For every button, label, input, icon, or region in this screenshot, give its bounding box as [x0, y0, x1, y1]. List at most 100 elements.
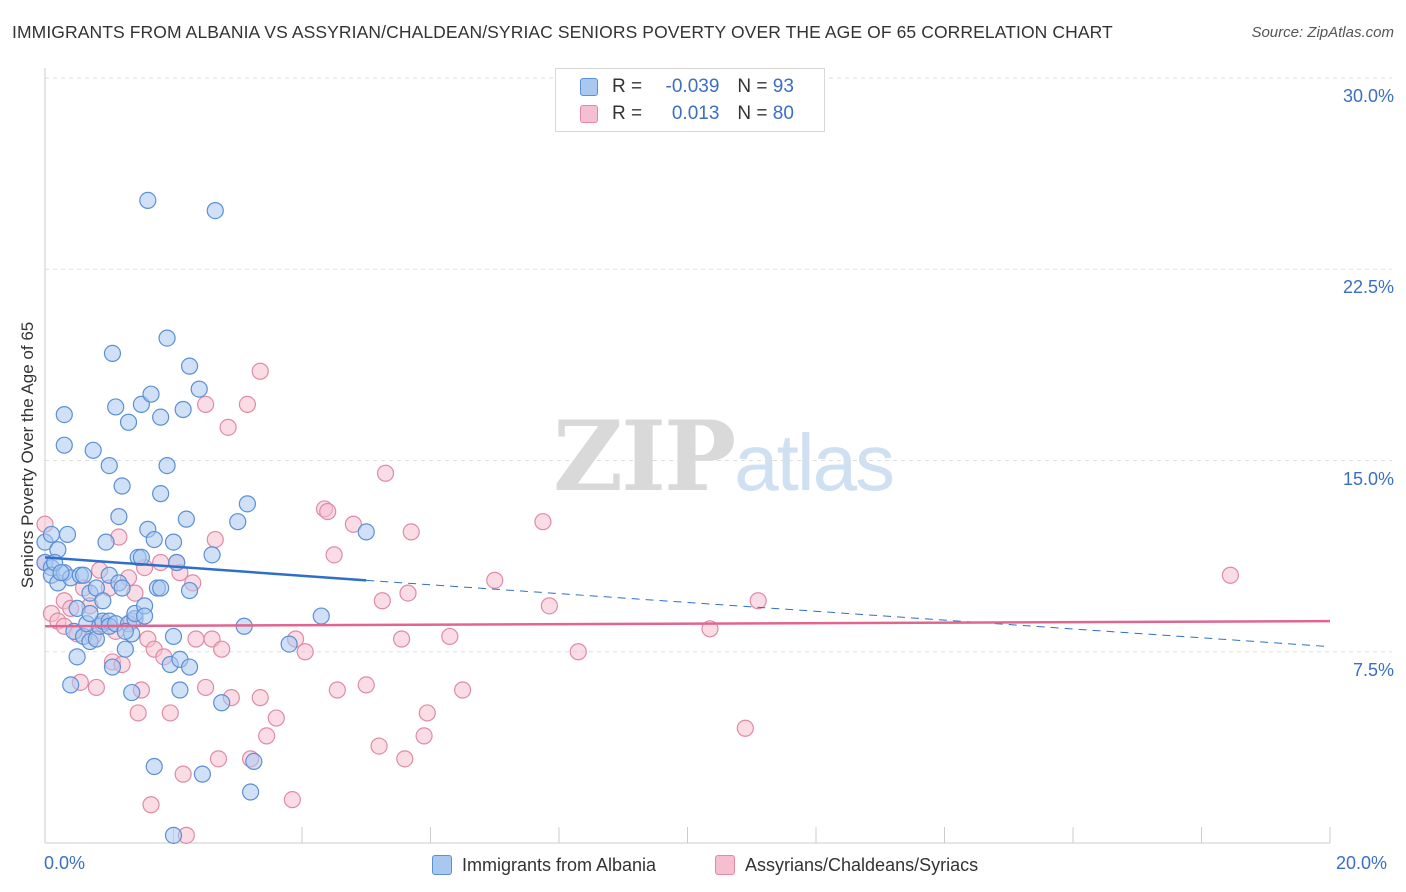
assyrians-point	[373, 592, 391, 610]
albania-point	[74, 566, 93, 584]
albania-point	[81, 604, 99, 623]
legend-n-label: N =	[737, 103, 768, 124]
albania-point	[42, 525, 61, 544]
assyrians-point	[251, 362, 269, 380]
legend-r-label: R =	[612, 76, 643, 97]
assyrians-point	[219, 418, 237, 436]
assyrians-point	[319, 502, 337, 521]
assyrians-point	[749, 592, 767, 610]
albania-point	[58, 525, 77, 544]
y-tick-label: 22.5%	[1342, 277, 1394, 298]
source-label[interactable]: Source: ZipAtlas.com	[1251, 24, 1394, 41]
x-tick-label-min: 0.0%	[44, 853, 86, 873]
assyrians-point	[283, 791, 301, 809]
chart-title: IMMIGRANTS FROM ALBANIA VS ASSYRIAN/CHAL…	[12, 22, 1113, 42]
bottom-legend-label: Assyrians/Chaldeans/Syriacs	[745, 854, 979, 875]
assyrians-point	[267, 709, 285, 727]
y-tick-label: 7.5%	[1352, 659, 1394, 680]
bottom-legend-albania[interactable]: Immigrants from Albania	[432, 851, 656, 879]
albania-point	[171, 681, 189, 699]
assyrians-point	[142, 796, 160, 814]
assyrians-point	[174, 765, 192, 783]
watermark: ZIPatlas	[553, 400, 895, 513]
albania-point	[152, 485, 170, 503]
bottom-legend-assyrians[interactable]: Assyrians/Chaldeans/Syriacs	[715, 851, 978, 879]
albania-point	[164, 826, 183, 844]
assyrians-point	[1221, 566, 1240, 584]
x-tick-label-max: 20.0%	[1336, 853, 1388, 873]
assyrians-point	[396, 750, 414, 768]
assyrians-point	[540, 597, 558, 615]
albania-trend-extension	[366, 579, 1331, 648]
albania-point	[245, 752, 263, 771]
albania-point	[135, 607, 154, 625]
albania-point	[190, 380, 208, 398]
assyrians-point	[399, 584, 417, 602]
series-assyrians-points	[36, 362, 1240, 844]
albania-point	[357, 523, 375, 541]
albania-point	[107, 398, 125, 416]
albania-point	[152, 408, 170, 426]
albania-point	[152, 579, 170, 597]
legend-r-value: 0.013	[671, 103, 720, 124]
albania-point	[193, 765, 212, 783]
series-albania-points	[36, 191, 375, 844]
albania-point	[100, 457, 118, 475]
albania-point	[123, 683, 141, 702]
albania-point	[180, 658, 199, 676]
albania-point	[180, 581, 199, 600]
assyrians-point	[87, 678, 106, 697]
bottom-legend-swatch-blue	[432, 855, 452, 875]
assyrians-point	[209, 750, 228, 768]
albania-point	[312, 607, 330, 625]
correlation-legend: R = -0.039 N = 93 R = 0.013 N = 80	[555, 68, 825, 132]
albania-point	[180, 357, 199, 375]
y-tick-label: 30.0%	[1342, 86, 1394, 106]
assyrians-point	[197, 678, 215, 697]
assyrians-trend-line	[44, 619, 1331, 628]
albania-point	[174, 400, 192, 419]
albania-point	[164, 533, 183, 551]
assyrians-point	[736, 719, 754, 737]
albania-point	[206, 202, 224, 220]
bottom-legend-label: Immigrants from Albania	[462, 854, 657, 875]
assyrians-point	[418, 704, 436, 722]
albania-trend-line	[44, 556, 367, 582]
legend-swatch-pink	[580, 105, 598, 123]
assyrians-point	[213, 640, 231, 658]
assyrians-point	[197, 395, 215, 413]
legend-n-label: N =	[737, 76, 768, 97]
albania-point	[116, 622, 134, 640]
assyrians-point	[486, 571, 504, 589]
albania-point	[145, 757, 163, 776]
assyrians-point	[206, 530, 224, 549]
assyrians-point	[415, 727, 433, 745]
albania-point	[238, 495, 256, 513]
assyrians-point	[376, 464, 395, 482]
albania-point	[68, 648, 86, 666]
assyrians-point	[152, 553, 170, 572]
albania-point	[142, 385, 160, 403]
albania-point	[55, 406, 73, 424]
albania-point	[203, 546, 221, 564]
assyrians-point	[325, 546, 343, 564]
assyrians-point	[370, 737, 388, 755]
assyrians-point	[187, 630, 205, 648]
albania-point	[177, 510, 195, 528]
legend-swatch-blue	[580, 78, 598, 96]
assyrians-point	[569, 643, 587, 661]
albania-point	[229, 513, 247, 531]
bottom-legend-swatch-pink	[715, 855, 735, 875]
legend-n-value: 80	[772, 103, 794, 124]
y-tick-label: 15.0%	[1342, 468, 1394, 489]
assyrians-point	[344, 515, 362, 533]
albania-point	[97, 533, 115, 551]
assyrians-point	[258, 727, 276, 745]
albania-point	[113, 579, 131, 597]
albania-point	[119, 413, 138, 431]
albania-point	[84, 441, 102, 459]
watermark-zip: ZIP	[553, 400, 736, 513]
albania-point	[158, 329, 176, 347]
albania-point	[145, 530, 163, 549]
albania-point	[280, 635, 298, 653]
